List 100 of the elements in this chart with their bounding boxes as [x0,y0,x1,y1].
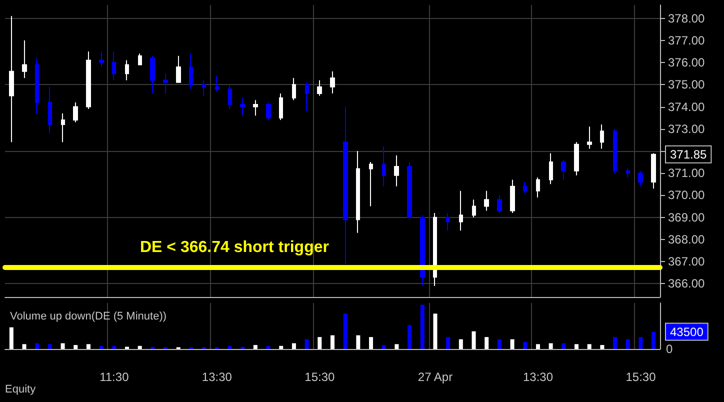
bar [484,337,489,349]
candlestick [369,162,373,207]
y-tick-label: 370.00 [668,188,706,202]
candlestick [317,80,322,96]
x-tick-label: 15:30 [626,370,656,384]
x-tick-label: 11:30 [100,370,130,384]
bar [497,339,502,349]
candlestick [138,53,142,66]
candlestick [651,152,656,190]
candlestick [163,73,168,94]
bar [652,332,656,349]
x-tick-label: 13:30 [522,370,554,384]
candlestick [202,80,206,96]
y-tick-label: 374.00 [668,100,706,114]
y-tick-label: 373.00 [668,122,706,136]
candlestick [150,55,155,94]
bar [22,344,26,349]
candlestick [343,106,348,264]
candlestick [549,152,553,185]
candlestick [587,126,592,150]
bar [394,344,399,349]
y-tick-label: 367.00 [668,254,706,269]
candlestick [86,50,91,110]
bar [48,344,52,349]
candlestick [73,102,78,123]
y-tick-label: 369.00 [668,210,706,224]
candlestick [561,159,566,180]
x-tick-label: 15:30 [304,370,335,384]
y-tick-label: 375.00 [668,78,706,92]
y-tick-label: 371.00 [668,166,706,180]
bar [626,339,630,349]
bar [60,343,65,349]
bar [382,345,386,349]
bar [330,335,334,349]
y-tick-label: 377.00 [668,33,706,48]
bar [458,339,463,349]
candlestick [356,150,360,234]
bar [523,342,528,349]
candlestick [215,75,219,92]
bar [138,346,142,349]
candlestick [497,194,502,214]
bar [356,335,360,349]
candlestick [638,170,643,187]
y-tick-label: 368.00 [668,232,706,246]
bar [266,346,270,349]
bar [446,337,450,349]
candlestick [613,128,617,174]
bar [600,345,604,349]
candlestick [35,58,39,114]
candlestick [330,70,335,94]
bar [510,339,514,349]
candlestick [484,190,489,212]
y-tick-label: 376.00 [668,56,706,70]
bar [369,337,374,349]
x-tick-label: 13:30 [202,370,232,384]
candlestick [446,212,450,232]
bar [253,345,258,349]
bar [472,331,476,349]
y-tick-label: 366.00 [668,276,706,291]
bar [9,327,14,349]
bar [420,304,424,349]
candlestick [459,190,463,232]
bar [292,343,296,349]
candlestick [22,40,27,78]
text: Volume up down(DE (5 Minute)) [10,310,167,322]
candlestick [407,162,412,220]
candlestick [240,97,245,116]
candlestick [228,84,232,110]
bar [613,337,618,349]
text: 43500 [670,324,704,339]
bar [433,314,438,349]
candlestick [433,212,437,286]
bar [86,344,90,349]
ref-line-label: DE < 366.74 short trigger [140,238,329,256]
candlestick [279,92,283,121]
candlestick [574,142,579,176]
bar [343,314,348,349]
bar [536,344,540,349]
bar [638,337,643,349]
candlestick [48,86,52,134]
candlestick [510,179,515,214]
bar [228,346,232,349]
candlestick [536,177,540,198]
text: Equity [5,384,36,396]
bar [112,346,116,349]
bar [587,344,592,349]
candlestick [600,124,604,150]
text: 0 [666,342,673,356]
candlestick [189,53,193,90]
candlestick [266,102,271,121]
candlestick [394,154,399,187]
bar [318,337,322,349]
candlestick [99,50,104,68]
bar [562,343,566,349]
candlestick [420,214,425,286]
text: 371.85 [670,147,708,162]
y-tick-label: 378.00 [668,11,706,26]
candlestick [472,199,476,218]
candlestick [626,168,630,178]
bar [574,344,579,349]
